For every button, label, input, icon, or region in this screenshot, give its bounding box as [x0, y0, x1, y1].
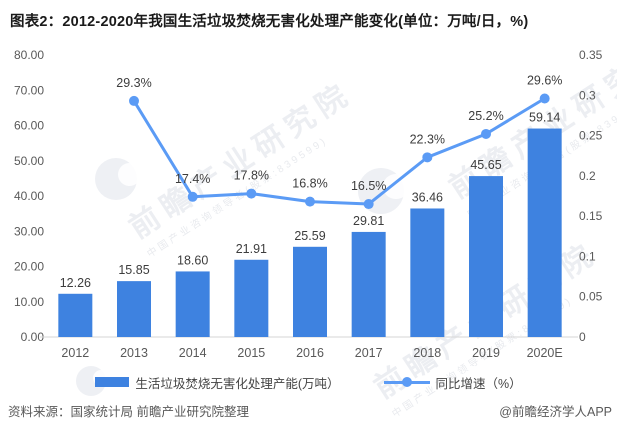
- growth-value-label: 22.3%: [410, 132, 445, 146]
- growth-value-label: 17.4%: [175, 172, 210, 186]
- x-tick-label: 2013: [120, 346, 148, 360]
- bar-value-label: 59.14: [529, 111, 560, 125]
- chart-legend: 生活垃圾焚烧无害化处理产能(万吨） 同比增速（%）: [0, 372, 617, 392]
- bar-value-label: 29.81: [353, 214, 384, 228]
- growth-value-label: 16.8%: [292, 177, 327, 191]
- y-left-tick-label: 20.00: [14, 260, 44, 274]
- growth-value-label: 29.3%: [116, 76, 151, 90]
- y-left-tick-label: 80.00: [14, 48, 44, 62]
- x-tick-label: 2019: [472, 346, 500, 360]
- y-left-tick-label: 70.00: [14, 83, 44, 97]
- x-tick-label: 2017: [355, 346, 383, 360]
- bar-value-label: 45.65: [470, 158, 501, 172]
- x-tick-label: 2016: [296, 346, 324, 360]
- y-right-tick-label: 0.1: [579, 249, 596, 263]
- bar-2018: [410, 208, 445, 337]
- y-left-tick-label: 30.00: [14, 224, 44, 238]
- bar-2014: [175, 271, 210, 337]
- bar-2016: [293, 246, 327, 337]
- line-series-swatch-icon: [383, 377, 430, 387]
- bar-value-label: 25.59: [294, 229, 325, 243]
- chart-title: 图表2：2012-2020年我国生活垃圾焚烧无害化处理产能变化(单位：万吨/日，…: [10, 14, 529, 30]
- x-tick-label: 2018: [413, 346, 441, 360]
- growth-line: [132, 97, 546, 206]
- source-note: 资料来源：国家统计局 前瞻产业研究院整理: [8, 405, 249, 419]
- bar-value-label: 15.85: [118, 263, 149, 277]
- bar-2020E: [527, 128, 562, 337]
- y-left-tick-label: 0.00: [21, 330, 45, 344]
- growth-marker-2018: [422, 152, 433, 163]
- y-right-tick-label: 0.35: [579, 48, 603, 62]
- growth-marker-2014: [187, 191, 198, 202]
- y-right-tick-label: 0.15: [579, 209, 603, 223]
- bar-2015: [234, 259, 269, 337]
- bar-value-label: 36.46: [412, 190, 443, 204]
- growth-value-label: 16.5%: [351, 179, 386, 193]
- y-left-tick-label: 50.00: [14, 154, 44, 168]
- y-right-tick-label: 0: [579, 330, 586, 344]
- growth-value-label: 25.2%: [468, 109, 503, 123]
- y-right-tick-label: 0.05: [579, 290, 603, 304]
- growth-marker-2017: [363, 199, 374, 210]
- chart-footer: 资料来源：国家统计局 前瞻产业研究院整理 @前瞻经济学人APP: [0, 399, 617, 421]
- x-tick-label: 2020E: [527, 346, 563, 360]
- y-left-tick-label: 60.00: [14, 119, 44, 133]
- growth-marker-2020E: [539, 93, 550, 104]
- growth-value-label: 17.8%: [234, 169, 269, 183]
- legend-item-growth: 同比增速（%）: [383, 373, 522, 392]
- bar-value-label: 12.26: [60, 276, 91, 290]
- combo-chart: 0.00 10.00 20.00 30.00 40.00 50.00 60.00 70.00 8…: [14, 48, 603, 360]
- bar-2013: [117, 281, 151, 337]
- bar-2019: [469, 176, 503, 337]
- bar-2017: [351, 231, 386, 337]
- y-right-tick-label: 0.3: [579, 88, 596, 102]
- bar-value-label: 18.60: [177, 253, 208, 267]
- y-left-tick-label: 40.00: [14, 189, 44, 203]
- x-tick-label: 2014: [179, 346, 207, 360]
- y-right-tick-label: 0.25: [579, 129, 603, 143]
- bar-value-label: 21.91: [236, 242, 267, 256]
- x-tick-label: 2015: [237, 346, 265, 360]
- growth-marker-2013: [129, 95, 139, 106]
- growth-marker-2019: [481, 128, 491, 139]
- credit-note: @前瞻经济学人APP: [499, 405, 612, 419]
- growth-value-label: 29.6%: [527, 74, 562, 88]
- growth-marker-2016: [305, 196, 315, 207]
- legend-item-capacity: 生活垃圾焚烧无害化处理产能(万吨）: [95, 373, 340, 392]
- x-tick-label: 2012: [61, 346, 89, 360]
- growth-marker-2015: [246, 188, 257, 199]
- y-right-tick-label: 0.2: [579, 169, 596, 183]
- legend-label-capacity: 生活垃圾焚烧无害化处理产能(万吨）: [135, 376, 340, 391]
- bar-series-swatch-icon: [95, 377, 130, 387]
- legend-label-growth: 同比增速（%）: [435, 376, 522, 391]
- y-left-tick-label: 10.00: [14, 295, 44, 309]
- bar-2012: [58, 293, 93, 337]
